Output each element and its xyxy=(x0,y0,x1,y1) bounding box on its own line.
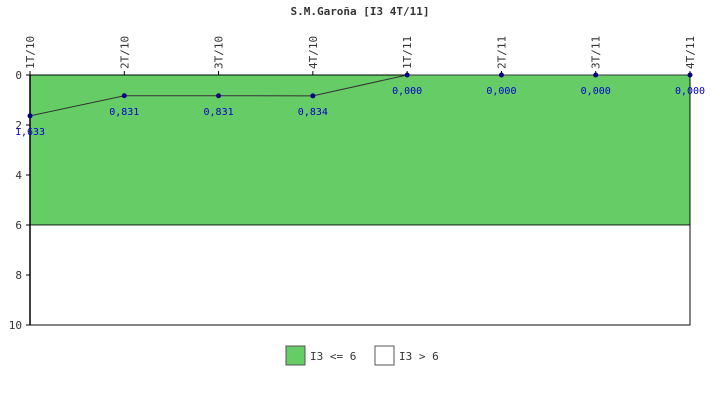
x-tick-label: 2T/10 xyxy=(118,36,131,69)
legend-label: I3 <= 6 xyxy=(310,350,356,363)
legend: I3 <= 6 I3 > 6 xyxy=(285,345,439,366)
chart-title: S.M.Garoña [I3 4T/11] xyxy=(290,5,429,18)
y-tick-label: 8 xyxy=(15,269,22,282)
data-label: 0,000 xyxy=(486,86,516,97)
data-label: 1,633 xyxy=(15,127,45,138)
data-label: 0,834 xyxy=(298,107,328,118)
data-point xyxy=(593,72,599,78)
y-tick-label: 4 xyxy=(15,169,22,182)
data-point xyxy=(687,72,693,78)
data-point xyxy=(404,72,410,78)
data-point xyxy=(216,93,222,99)
data-point xyxy=(121,93,127,99)
y-tick-label: 0 xyxy=(15,69,22,82)
y-tick-label: 6 xyxy=(15,219,22,232)
threshold-bands xyxy=(29,74,691,326)
legend-label: I3 > 6 xyxy=(399,350,439,363)
y-tick-label: 2 xyxy=(15,119,22,132)
data-label: 0,831 xyxy=(204,107,234,118)
y-axis-ticks: 0 2 4 6 8 10 xyxy=(9,69,30,332)
band-0 xyxy=(29,74,691,226)
x-axis-ticks: 1T/10 2T/10 3T/10 4T/10 1T/11 2T/11 3T/11 4T/11 xyxy=(24,36,697,75)
data-label: 0,000 xyxy=(581,86,611,97)
x-tick-label: 2T/11 xyxy=(495,36,508,69)
band-1 xyxy=(29,224,691,326)
data-label: 0,831 xyxy=(109,107,139,118)
legend-swatch xyxy=(285,345,306,366)
x-tick-label: 4T/11 xyxy=(684,36,697,69)
data-point xyxy=(498,72,504,78)
data-label: 0,000 xyxy=(392,86,422,97)
data-point xyxy=(310,93,316,99)
x-tick-label: 3T/10 xyxy=(213,36,226,69)
data-point xyxy=(27,113,33,119)
x-tick-label: 3T/11 xyxy=(590,36,603,69)
x-tick-label: 1T/10 xyxy=(24,36,37,69)
y-tick-label: 10 xyxy=(9,319,22,332)
legend-swatch xyxy=(374,345,395,366)
series-line-group: 1,633 0,831 0,831 0,834 0,000 0,000 0,000 0,000 xyxy=(15,72,705,138)
data-label: 0,000 xyxy=(675,86,705,97)
series-line xyxy=(29,74,690,117)
x-tick-label: 4T/10 xyxy=(307,36,320,69)
x-tick-label: 1T/11 xyxy=(401,36,414,69)
